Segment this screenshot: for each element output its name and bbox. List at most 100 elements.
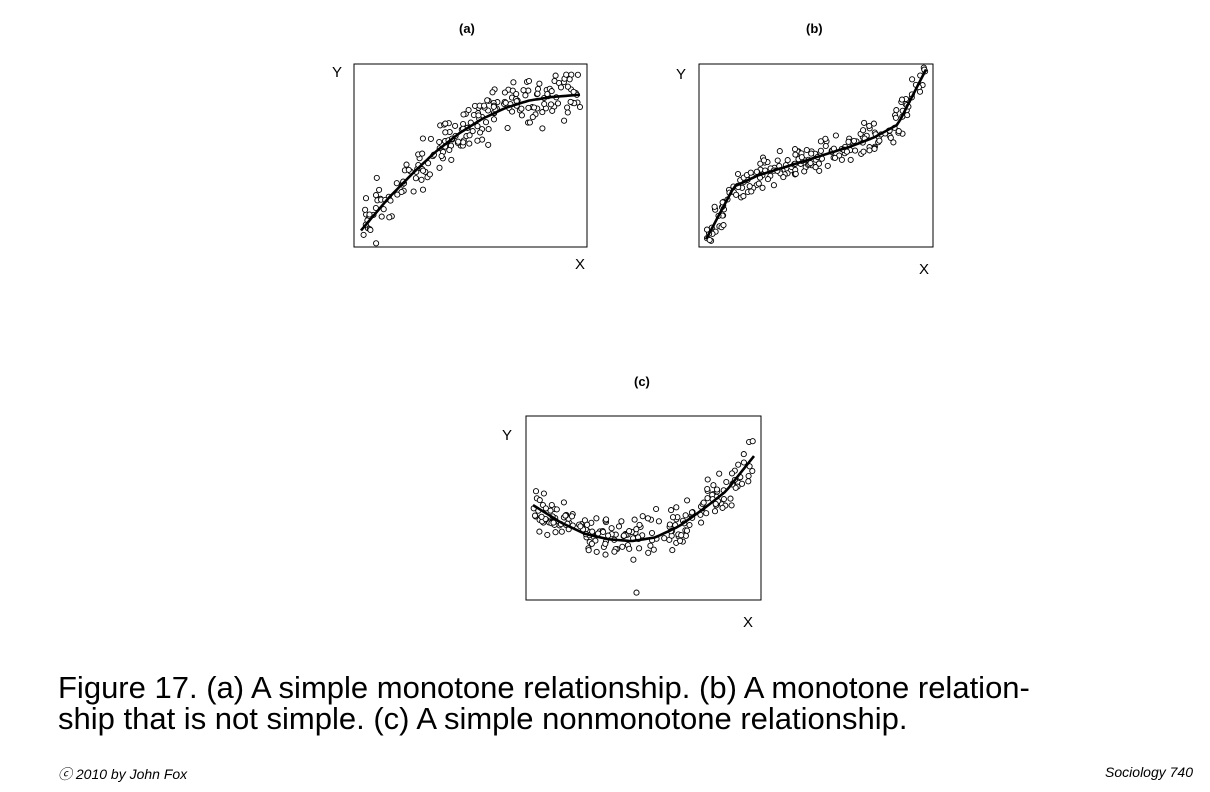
scatter-point [704,495,711,502]
scatter-point [534,90,541,97]
scatter-point [593,515,600,522]
scatter-point [550,519,557,526]
scatter-point [568,513,576,520]
scatter-point [547,507,554,514]
scatter-point [518,112,525,119]
scatter-point [630,556,637,563]
scatter-point [615,523,623,530]
scatter-point [541,100,548,108]
scatter-point [539,125,546,132]
scatter-point [510,79,517,86]
scatter-point [887,134,894,141]
scatter-point [850,137,858,144]
scatter-point [712,500,719,507]
scatter-point [469,128,476,135]
scatter-point [584,521,591,528]
scatter-point [838,156,845,163]
scatter-point [602,540,609,547]
scatter-point [784,157,791,164]
scatter-point [678,532,685,539]
scatter-point [547,101,555,108]
scatter-point [801,168,808,175]
scatter-point [776,148,783,155]
scatter-point [436,138,443,146]
scatter-point [893,107,900,114]
scatter-point [442,120,449,127]
scatter-point [645,549,652,556]
scatter-point [574,71,581,78]
scatter-point [366,211,373,218]
course-label: Sociology 740 [1105,764,1193,780]
scatter-point [452,122,459,129]
scatter-point [589,528,596,535]
scatter-point [753,168,760,175]
scatter-point [669,547,676,554]
panel-b-title: (b) [806,21,823,36]
scatter-point [650,546,657,553]
scatter-point [661,535,668,542]
scatter-point [740,451,747,458]
scatter-point [740,459,747,466]
scatter-point [720,496,727,503]
scatter-point [536,80,543,87]
scatter-point [362,195,370,202]
scatter-point [728,502,735,509]
scatter-point [740,193,747,200]
scatter-point [822,135,829,142]
scatter-point [816,167,823,174]
scatter-point [734,170,742,178]
scatter-point [605,532,612,539]
scatter-point [362,206,369,213]
scatter-point [538,513,545,520]
scatter-point [477,129,484,136]
scatter-point [760,157,767,164]
scatter-point [807,160,814,167]
scatter-point [666,521,673,528]
scatter-point [648,529,656,537]
scatter-point [704,485,711,493]
scatter-point [677,537,684,544]
scatter-point [564,109,571,116]
scatter-point [531,512,539,519]
scatter-point [812,164,819,171]
scatter-point [703,510,710,517]
scatter-point [735,461,742,468]
scatter-point [655,518,662,525]
scatter-point [711,508,719,515]
scatter-point [529,114,536,121]
scatter-point [576,103,584,111]
scatter-point [567,98,574,105]
scatter-point [817,147,824,154]
scatter-point [485,141,492,148]
scatter-point [706,236,713,244]
scatter-point [562,512,569,519]
scatter-point [585,547,592,554]
scatter-point [738,480,746,487]
scatter-point [871,145,878,152]
panel-c-xlabel: X [743,614,754,631]
scatter-point [686,521,693,529]
scatter-point [419,150,426,157]
scatter-point [747,169,754,176]
plot-frame [353,63,588,248]
scatter-point [895,128,902,135]
scatter-point [525,104,532,111]
panel-a-title: (a) [459,21,475,36]
scatter-point [892,114,899,121]
scatter-point [544,531,551,538]
scatter-point [898,96,906,103]
scatter-point [557,84,565,91]
scatter-point [626,545,633,552]
scatter-point [554,100,562,107]
scatter-point [460,111,467,118]
scatter-point [490,116,498,123]
scatter-point [466,140,473,147]
panel-b-ylabel: Y [676,66,687,83]
scatter-point [682,512,689,519]
scatter-point [588,540,595,547]
scatter-point [481,102,488,109]
fitted-curve [360,93,581,232]
scatter-point [831,154,839,161]
scatter-point [600,528,607,536]
scatter-point [548,501,555,509]
